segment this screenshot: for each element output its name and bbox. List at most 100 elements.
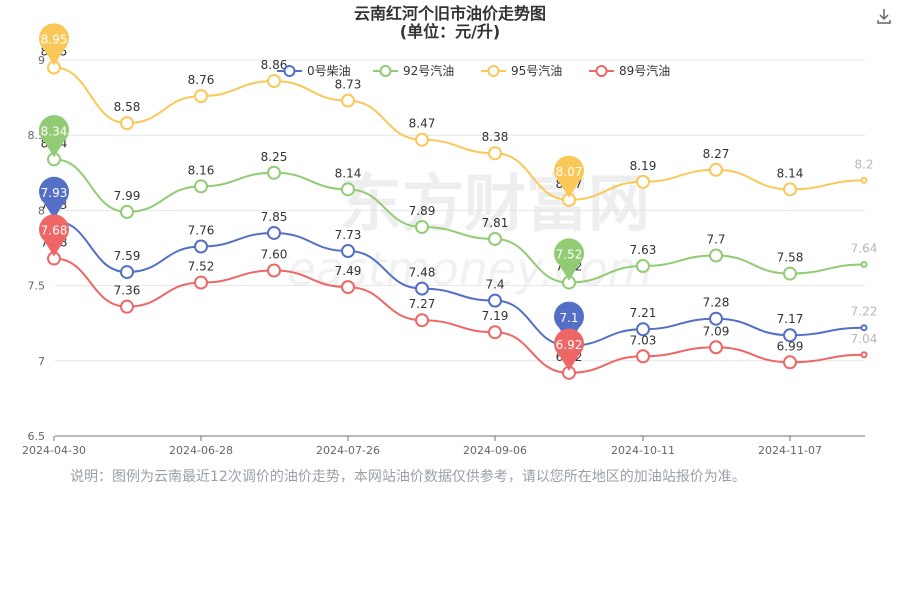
data-label: 8.16 [188, 163, 215, 177]
data-points [47, 60, 868, 380]
marker-pin-shape [554, 301, 584, 344]
chart-note: 说明：图例为云南最近12次调价的油价走势，本网站油价数据仅供参考，请以您所在地区… [70, 469, 746, 485]
download-icon[interactable] [874, 6, 894, 26]
y-tick-label: 7 [38, 355, 45, 368]
data-point [267, 263, 281, 278]
data-label: 7.21 [630, 306, 657, 320]
data-label: 8.73 [335, 78, 362, 92]
data-label: 8.47 [409, 117, 436, 131]
marker-pin-shape [39, 23, 69, 66]
marker-pin-label: 7.68 [41, 224, 68, 238]
data-point [636, 259, 650, 274]
data-point [783, 182, 797, 197]
data-label: 7.48 [409, 266, 436, 280]
x-tick-label: 2024-06-28 [169, 444, 233, 457]
data-point [860, 351, 868, 359]
data-point [709, 162, 723, 177]
chart-title: 云南红河个旧市油价走势图 (单位：元/升) [0, 5, 900, 41]
x-tick-label: 2024-07-26 [316, 444, 380, 457]
data-label: 7.4 [485, 278, 504, 292]
data-label: 8.27 [703, 147, 730, 161]
data-point [415, 219, 429, 234]
data-label: 8.58 [114, 100, 141, 114]
marker-pin-label: 8.07 [556, 165, 583, 179]
marker-pin-shape [554, 328, 584, 371]
data-label: 7.76 [188, 223, 215, 237]
data-point [267, 165, 281, 180]
data-point [636, 349, 650, 364]
data-point [860, 324, 868, 332]
marker-pin: 7.52 [554, 238, 584, 281]
marker-pin-label: 7.93 [41, 186, 68, 200]
marker-pin: 7.68 [39, 214, 69, 257]
data-point [194, 275, 208, 290]
data-label: 7.17 [777, 312, 804, 326]
data-label: 7.81 [482, 216, 509, 230]
data-point [488, 146, 502, 161]
marker-pin-label: 8.95 [41, 33, 68, 47]
data-point [783, 355, 797, 370]
data-point [194, 239, 208, 254]
marker-pin-shape [554, 238, 584, 281]
data-label: 8.38 [482, 130, 509, 144]
marker-pin-label: 7.52 [556, 248, 583, 262]
data-point [415, 281, 429, 296]
data-point [341, 93, 355, 108]
data-label: 7.09 [703, 324, 730, 338]
marker-pin: 6.92 [554, 328, 584, 371]
data-label: 7.28 [703, 296, 730, 310]
data-label: 7.49 [335, 264, 362, 278]
data-point [488, 293, 502, 308]
data-point [267, 225, 281, 240]
data-label: 7.85 [261, 210, 288, 224]
y-tick-label: 9 [38, 54, 45, 67]
x-tick-label: 2024-04-30 [22, 444, 86, 457]
data-label: 7.89 [409, 204, 436, 218]
extreme-markers: 7.93 7.1 8.34 7.52 8.95 8.07 7.68 6.92 [39, 23, 584, 371]
data-point [783, 328, 797, 343]
data-label: 7.52 [188, 260, 215, 274]
marker-pin-label: 8.34 [41, 124, 68, 138]
data-label: 6.99 [777, 339, 804, 353]
data-label: 7.63 [630, 243, 657, 257]
data-label: 7.03 [630, 333, 657, 347]
data-label: 7.58 [777, 251, 804, 265]
data-point [341, 280, 355, 295]
data-label: 7.04 [851, 332, 878, 346]
data-point [267, 74, 281, 89]
data-point [120, 265, 134, 280]
data-label: 7.59 [114, 249, 141, 263]
legend-swatch-dot [595, 65, 608, 77]
data-point [783, 266, 797, 281]
data-point [636, 174, 650, 189]
data-label: 7.27 [409, 297, 436, 311]
marker-pin-label: 7.1 [559, 311, 578, 325]
legend: 0号柴油 92号汽油 95号汽油 89号汽油 [277, 63, 670, 78]
legend-item-3: 89号汽油 [589, 63, 670, 78]
legend-label: 95号汽油 [511, 63, 562, 78]
data-label: 8.2 [854, 157, 873, 171]
data-label: 8.19 [630, 159, 657, 173]
data-label: 7.60 [261, 248, 288, 262]
legend-item-0: 0号柴油 [277, 64, 351, 78]
data-label: 7.7 [706, 233, 725, 247]
data-point [194, 179, 208, 194]
legend-item-2: 95号汽油 [481, 63, 562, 78]
x-tick-label: 2024-09-06 [463, 444, 527, 457]
x-tick-label: 2024-10-11 [611, 444, 675, 457]
marker-pin: 7.93 [39, 176, 69, 219]
legend-label: 92号汽油 [403, 63, 454, 78]
data-label: 7.64 [851, 242, 878, 256]
legend-swatch-dot [487, 65, 500, 77]
data-label: 7.99 [114, 189, 141, 203]
data-point [194, 89, 208, 104]
marker-pin: 8.95 [39, 23, 69, 66]
legend-label: 89号汽油 [619, 63, 670, 78]
data-point [860, 261, 868, 269]
y-tick-label: 8 [38, 204, 45, 217]
marker-pin: 8.07 [554, 155, 584, 198]
y-tick-label: 6.5 [28, 430, 46, 443]
data-point [120, 116, 134, 131]
